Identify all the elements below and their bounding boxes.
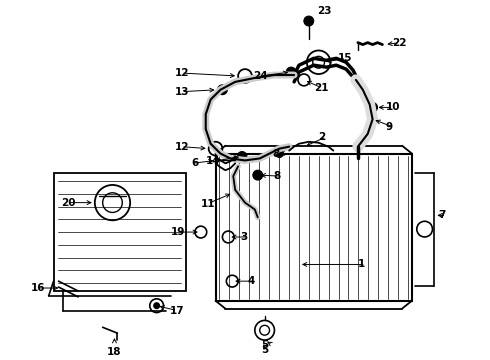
Circle shape [237, 152, 247, 161]
Text: 24: 24 [253, 71, 268, 81]
Text: 20: 20 [61, 198, 75, 208]
Text: 13: 13 [174, 87, 189, 97]
Circle shape [286, 67, 296, 77]
Bar [216, 153, 412, 301]
Circle shape [368, 103, 377, 112]
Text: 6: 6 [192, 158, 199, 168]
Text: 12: 12 [174, 68, 189, 78]
Text: 14: 14 [206, 156, 220, 166]
Text: 3: 3 [240, 232, 247, 242]
Text: 5: 5 [261, 340, 268, 350]
Text: 8: 8 [272, 149, 280, 158]
Text: 2: 2 [318, 132, 326, 142]
Text: 15: 15 [338, 53, 353, 63]
Bar [53, 173, 186, 291]
Text: 12: 12 [174, 142, 189, 152]
Circle shape [218, 85, 227, 95]
Text: 18: 18 [107, 347, 122, 357]
Text: 4: 4 [248, 276, 255, 286]
Text: 23: 23 [317, 6, 331, 16]
Text: 5: 5 [261, 345, 268, 355]
Text: 1: 1 [358, 260, 365, 270]
Text: 17: 17 [170, 306, 184, 316]
Text: 11: 11 [201, 199, 216, 208]
Text: 7: 7 [439, 210, 446, 220]
Text: 22: 22 [392, 37, 407, 48]
Text: 16: 16 [31, 283, 46, 293]
Text: 19: 19 [171, 227, 185, 237]
Text: 10: 10 [385, 102, 400, 112]
Text: 9: 9 [385, 122, 392, 132]
Circle shape [275, 150, 283, 157]
Text: 21: 21 [314, 83, 328, 93]
Circle shape [154, 303, 160, 309]
Circle shape [253, 170, 263, 180]
Text: 8: 8 [273, 171, 281, 181]
Circle shape [304, 16, 314, 26]
